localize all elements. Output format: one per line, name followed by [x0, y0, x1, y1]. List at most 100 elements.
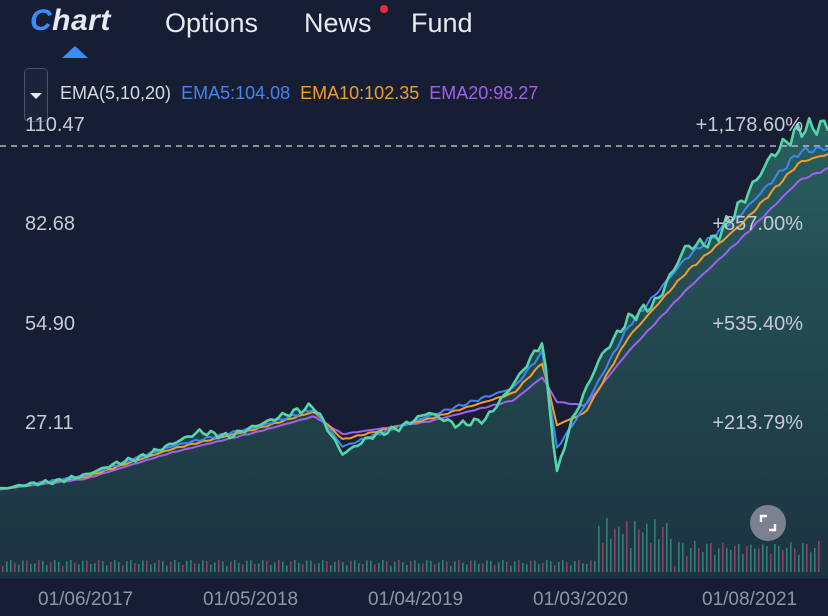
y-tick-label: 27.11: [25, 412, 74, 434]
volume-bar: [678, 542, 680, 572]
price-line: [0, 117, 828, 490]
volume-bar: [462, 562, 464, 572]
volume-bar: [262, 560, 264, 572]
volume-bar: [582, 563, 584, 572]
volume-bar: [758, 548, 760, 572]
volume-bar: [810, 552, 812, 572]
tab-chart[interactable]: Chart: [30, 4, 111, 38]
volume-bar: [574, 561, 576, 572]
volume-bar: [442, 560, 444, 572]
volume-bar: [166, 565, 168, 572]
volume-bar: [430, 560, 432, 572]
volume-bar: [158, 560, 160, 572]
volume-bar: [230, 561, 232, 572]
tab-fund[interactable]: Fund: [411, 8, 473, 38]
volume-bar: [238, 562, 240, 572]
tab-news[interactable]: News: [304, 8, 372, 38]
volume-bar: [30, 563, 32, 572]
volume-bar: [610, 538, 612, 572]
volume-bar: [242, 564, 244, 572]
x-tick-label: 01/08/2021: [702, 589, 798, 610]
volume-bar: [802, 543, 804, 572]
volume-bar: [94, 563, 96, 572]
active-tab-indicator: [62, 46, 88, 58]
volume-bar: [534, 560, 536, 572]
volume-bar: [498, 562, 500, 572]
volume-bar: [542, 563, 544, 572]
volume-bar: [22, 560, 24, 572]
volume-bar: [42, 560, 44, 572]
volume-bar: [366, 560, 368, 572]
percent-tick-label: +535.40%: [712, 313, 803, 335]
volume-bar: [102, 561, 104, 572]
volume-bar: [682, 542, 684, 572]
volume-bar: [274, 562, 276, 572]
volume-bar: [306, 560, 308, 572]
volume-bar: [170, 561, 172, 572]
volume-bar: [414, 560, 416, 572]
volume-bar: [178, 562, 180, 572]
volume-bar: [78, 564, 80, 572]
volume-bar: [618, 526, 620, 572]
volume-bar: [786, 547, 788, 572]
volume-bar: [454, 561, 456, 572]
volume-bar: [206, 560, 208, 572]
volume-bar: [658, 539, 660, 572]
volume-bar: [794, 548, 796, 572]
volume-bar: [190, 560, 192, 572]
volume-bar: [58, 561, 60, 572]
volume-bar: [350, 561, 352, 572]
volume-bar: [594, 560, 596, 572]
volume-bar: [626, 520, 628, 572]
volume-bar: [194, 563, 196, 572]
tab-options[interactable]: Options: [165, 8, 259, 38]
volume-bar: [54, 560, 56, 572]
volume-bar: [118, 562, 120, 572]
volume-bar: [638, 529, 640, 572]
x-tick-label: 01/03/2020: [533, 589, 629, 610]
volume-bar: [770, 554, 772, 572]
volume-bar: [578, 560, 580, 572]
x-tick-label: 01/06/2017: [38, 589, 134, 610]
volume-bar: [386, 561, 388, 572]
volume-bar: [378, 562, 380, 572]
volume-bar: [318, 563, 320, 572]
expand-icon: [759, 514, 777, 532]
x-tick-label: 01/05/2018: [203, 589, 299, 610]
volume-bar: [334, 562, 336, 572]
volume-bar: [674, 565, 676, 572]
volume-bar: [298, 562, 300, 572]
volume-bar: [666, 522, 668, 572]
volume-bar: [154, 562, 156, 572]
volume-bar: [82, 560, 84, 572]
volume-bar: [214, 562, 216, 572]
volume-bar: [634, 520, 636, 572]
volume-bar: [150, 564, 152, 572]
volume-bar: [426, 560, 428, 572]
volume-bar: [134, 563, 136, 572]
fullscreen-button[interactable]: [750, 505, 786, 541]
volume-bar: [706, 543, 708, 572]
volume-bar: [606, 518, 608, 572]
volume-bar: [790, 542, 792, 572]
volume-bar: [766, 546, 768, 572]
volume-bar: [342, 562, 344, 572]
volume-bar: [470, 560, 472, 572]
volume-bar: [562, 560, 564, 572]
volume-bar: [50, 562, 52, 572]
volume-bar: [654, 519, 656, 572]
volume-bar: [198, 563, 200, 572]
volume-bar: [246, 560, 248, 572]
volume-bar: [782, 550, 784, 572]
volume-bar: [142, 560, 144, 572]
volume-bar: [326, 561, 328, 572]
volume-bar: [566, 562, 568, 572]
indicator-dropdown-button[interactable]: [24, 68, 48, 122]
volume-bar: [798, 554, 800, 572]
volume-bar: [266, 560, 268, 572]
volume-bar: [330, 565, 332, 572]
volume-bar: [310, 560, 312, 572]
volume-bar: [130, 560, 132, 572]
volume-bar: [466, 564, 468, 572]
